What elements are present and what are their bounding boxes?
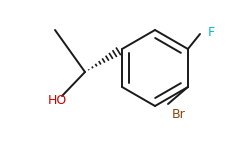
- Text: Br: Br: [172, 108, 186, 121]
- Text: HO: HO: [48, 93, 67, 106]
- Text: F: F: [208, 26, 215, 39]
